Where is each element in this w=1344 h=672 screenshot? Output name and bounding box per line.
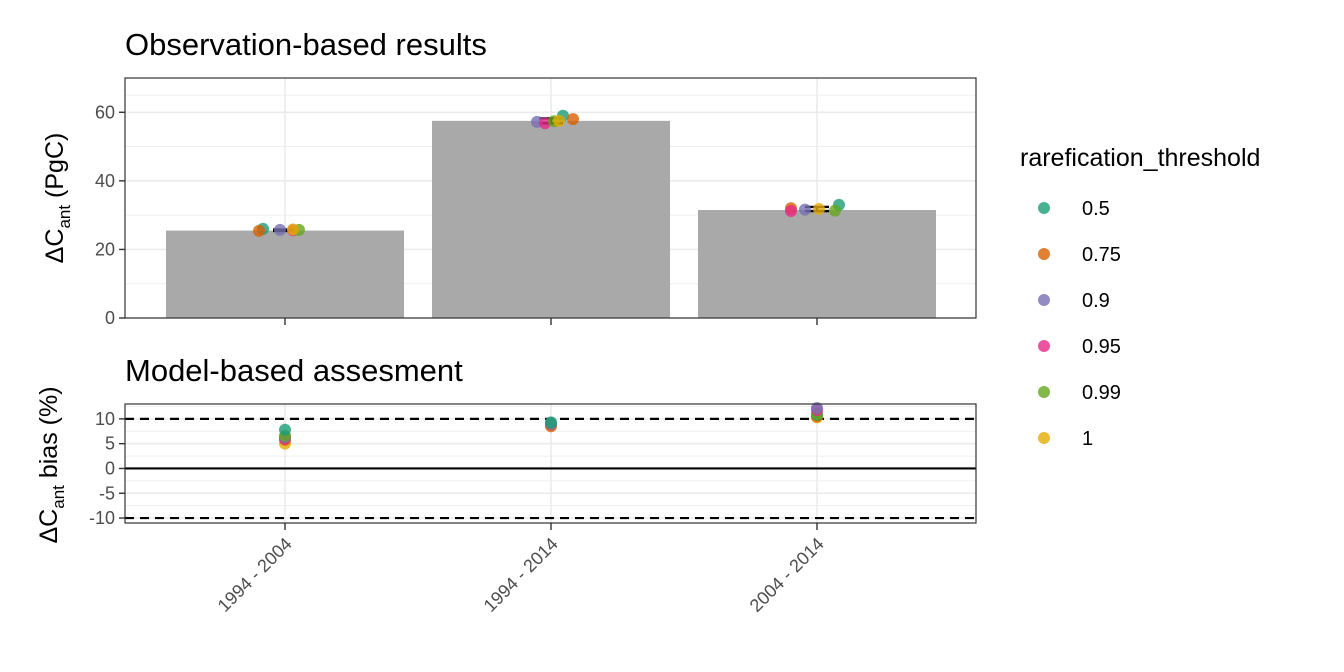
legend-swatch (1038, 386, 1050, 398)
top-x-ticks (284, 318, 818, 325)
top-bars (166, 120, 936, 318)
legend-swatch (1038, 432, 1050, 444)
top-y-tick-label: 40 (95, 171, 115, 191)
top-point (829, 204, 841, 217)
legend-label: 0.99 (1082, 382, 1121, 404)
legend-label: 0.95 (1082, 336, 1121, 358)
bar (166, 230, 404, 318)
top-y-axis-title: ΔCant (PgC) (41, 133, 74, 264)
bottom-point (811, 401, 823, 414)
legend-swatch (1038, 248, 1050, 260)
bottom-panel: 10 5 0 -5 -10 1994 - 2004 1994 - 2014 2004 - 2… (89, 401, 977, 616)
bottom-y-tick-label: 0 (105, 458, 115, 478)
bar (432, 120, 670, 318)
top-point (553, 114, 565, 127)
bottom-x-axis: 1994 - 2004 1994 - 2014 2004 - 2014 (214, 523, 828, 616)
top-panel: 0 20 40 60 (95, 77, 977, 328)
top-point (539, 117, 551, 130)
bottom-y-tick-label: 5 (105, 434, 115, 454)
top-point (287, 223, 299, 236)
top-y-tick-label: 20 (95, 239, 115, 259)
legend: rarefication_threshold 0.5 0.75 0.9 0.95 0.9… (1020, 144, 1260, 450)
bottom-y-tick-label: -10 (89, 508, 115, 528)
bottom-y-axis: 10 5 0 -5 -10 (89, 409, 125, 528)
legend-swatch (1038, 202, 1050, 214)
top-point (813, 202, 825, 215)
top-point (253, 224, 265, 237)
top-point (567, 113, 579, 126)
top-y-axis: 0 20 40 60 (95, 102, 125, 328)
bottom-y-axis-title: ΔCant bias (%) (35, 386, 68, 543)
bottom-point (279, 423, 291, 436)
legend-swatch (1038, 294, 1050, 306)
top-point (785, 205, 797, 218)
bottom-point (545, 416, 557, 429)
top-point (799, 203, 811, 216)
legend-items: 0.5 0.75 0.9 0.95 0.99 1 (1038, 198, 1121, 450)
top-panel-title: Observation-based results (125, 27, 487, 62)
top-points (253, 109, 845, 237)
bottom-y-tick-label: -5 (99, 483, 115, 503)
x-tick-label: 1994 - 2004 (214, 534, 296, 616)
top-y-tick-label: 0 (105, 308, 115, 328)
bottom-points (279, 401, 823, 450)
top-point (274, 223, 286, 236)
legend-label: 0.75 (1082, 244, 1121, 266)
bottom-y-tick-label: 10 (95, 409, 115, 429)
legend-swatch (1038, 340, 1050, 352)
bottom-panel-title: Model-based assesment (125, 353, 463, 388)
legend-label: 0.5 (1082, 198, 1110, 220)
legend-label: 1 (1082, 428, 1093, 450)
legend-title: rarefication_threshold (1020, 144, 1260, 172)
x-tick-label: 2004 - 2014 (746, 534, 828, 616)
legend-label: 0.9 (1082, 290, 1110, 312)
top-y-tick-label: 60 (95, 102, 115, 122)
bar (698, 210, 936, 318)
x-tick-label: 1994 - 2014 (480, 534, 562, 616)
